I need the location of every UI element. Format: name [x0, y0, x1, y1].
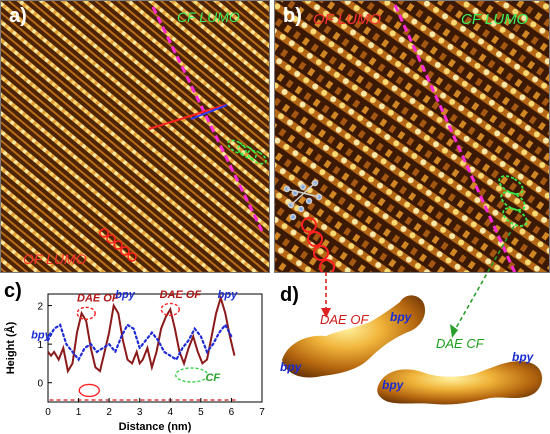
- stm-image-a: a) CF LUMO OF LUMO: [0, 0, 270, 273]
- stm-image-a-canvas: [1, 1, 269, 272]
- stm-image-b-canvas: [275, 1, 549, 272]
- x-tick-label-6: 6: [229, 407, 235, 418]
- dae-of-molecule-image: [282, 295, 426, 378]
- of-lumo-marker: [99, 228, 137, 262]
- series-line-0: [47, 294, 236, 374]
- cf-lumo-marker: [227, 139, 267, 165]
- dae-of-annotation-1: DAE OF: [77, 293, 119, 305]
- molecule-model: [283, 179, 323, 221]
- profile-line-red: [148, 104, 226, 130]
- x-tick-label-3: 3: [137, 407, 143, 418]
- bpy-annotation-3: bpy: [218, 289, 238, 301]
- y-tick-label-1: 1: [37, 340, 43, 351]
- dae-cf-molecule-image: [377, 361, 543, 405]
- of-lumo-tag-a: OF LUMO: [23, 251, 87, 267]
- series-line-1: [46, 322, 233, 362]
- cf-marker: [174, 367, 209, 383]
- cf-lumo-tag-a: CF LUMO: [177, 9, 240, 25]
- of-lumo-tag-b: OF LUMO: [313, 11, 382, 28]
- height-profile-chart: 0 1 2 3 4 5 6 7 0 1 2 Distance (nm) Height (Å) DAE OF…: [0, 278, 272, 434]
- bpy-annotation-2: bpy: [115, 289, 135, 301]
- x-tick-label-7: 7: [259, 407, 265, 418]
- domain-boundary-line: [151, 6, 265, 234]
- of-lumo-marker-b: [301, 217, 335, 272]
- plot-frame: [47, 293, 263, 403]
- peak-marker-2: [160, 302, 180, 317]
- cf-annotation: CF: [205, 372, 220, 384]
- x-axis-label: Distance (nm): [119, 421, 192, 433]
- domain-boundary-line-b: [393, 4, 517, 272]
- bpy-label-d1: bpy: [390, 310, 412, 324]
- x-tick-label-1: 1: [76, 407, 82, 418]
- x-tick-label-2: 2: [106, 407, 112, 418]
- panel-c-label: c): [4, 280, 22, 302]
- bpy-label-d3: bpy: [382, 378, 404, 392]
- dae-of-label: DAE OF: [320, 312, 369, 327]
- y-axis-label: Height (Å): [4, 321, 17, 374]
- dae-cf-label: DAE CF: [436, 336, 484, 351]
- x-tick-label-0: 0: [45, 407, 51, 418]
- molecule-marker-c: [78, 383, 100, 398]
- bpy-annotation-1: bpy: [31, 329, 51, 341]
- panel-a-label: a): [9, 5, 27, 27]
- cf-lumo-marker-b: [498, 175, 528, 227]
- stm-image-b: b) OF LUMO CF LUMO: [274, 0, 550, 273]
- peak-marker-1: [76, 306, 96, 320]
- molecule-3d-canvas: [282, 295, 543, 405]
- dae-of-annotation-2: DAE OF: [160, 289, 202, 301]
- x-tick-label-5: 5: [198, 407, 204, 418]
- bpy-label-d4: bpy: [512, 350, 534, 364]
- cf-lumo-tag-b: CF LUMO: [461, 11, 529, 28]
- y-tick-label-0: 0: [37, 379, 43, 390]
- y-tick-label-2: 2: [37, 302, 43, 313]
- bpy-label-d2: bpy: [280, 360, 302, 374]
- x-tick-label-4: 4: [168, 407, 174, 418]
- panel-d-label: d): [280, 284, 299, 306]
- molecule-3d-panel: d) DAE OF DAE CF bpy bpy bpy bpy: [274, 278, 550, 434]
- profile-line-blue: [190, 104, 228, 120]
- chart-canvas: 0 1 2 3 4 5 6 7 0 1 2 Distance (nm) Height (Å) DAE OF…: [4, 289, 265, 433]
- panel-b-label: b): [283, 5, 302, 27]
